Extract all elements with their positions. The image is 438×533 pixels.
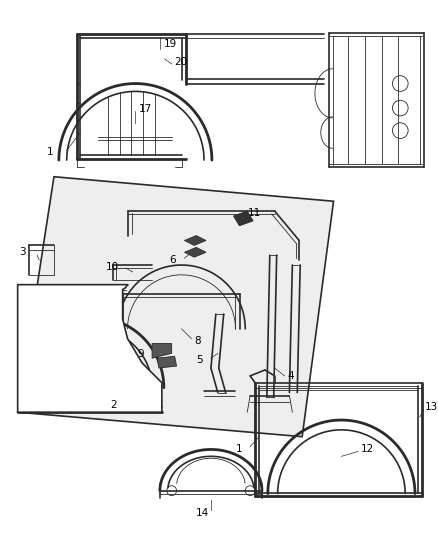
Polygon shape: [157, 356, 177, 368]
Text: 20: 20: [175, 57, 188, 67]
Text: 11: 11: [248, 208, 261, 218]
Text: 9: 9: [138, 349, 144, 359]
Text: 12: 12: [361, 445, 374, 455]
Text: 10: 10: [106, 262, 119, 272]
Text: 1: 1: [236, 445, 242, 455]
Polygon shape: [152, 343, 172, 358]
Text: 4: 4: [287, 371, 294, 381]
Text: 13: 13: [425, 402, 438, 413]
Text: 8: 8: [194, 336, 201, 345]
Text: 6: 6: [170, 255, 177, 265]
Text: 1: 1: [47, 147, 54, 157]
Polygon shape: [184, 247, 206, 257]
Polygon shape: [18, 285, 162, 412]
Text: 17: 17: [139, 104, 152, 114]
Text: 14: 14: [196, 508, 209, 518]
Polygon shape: [184, 236, 206, 245]
Polygon shape: [18, 177, 334, 437]
Text: 2: 2: [110, 400, 117, 410]
Text: 19: 19: [164, 39, 177, 49]
Polygon shape: [233, 211, 253, 226]
Text: 3: 3: [20, 247, 26, 257]
Text: 5: 5: [196, 355, 203, 365]
